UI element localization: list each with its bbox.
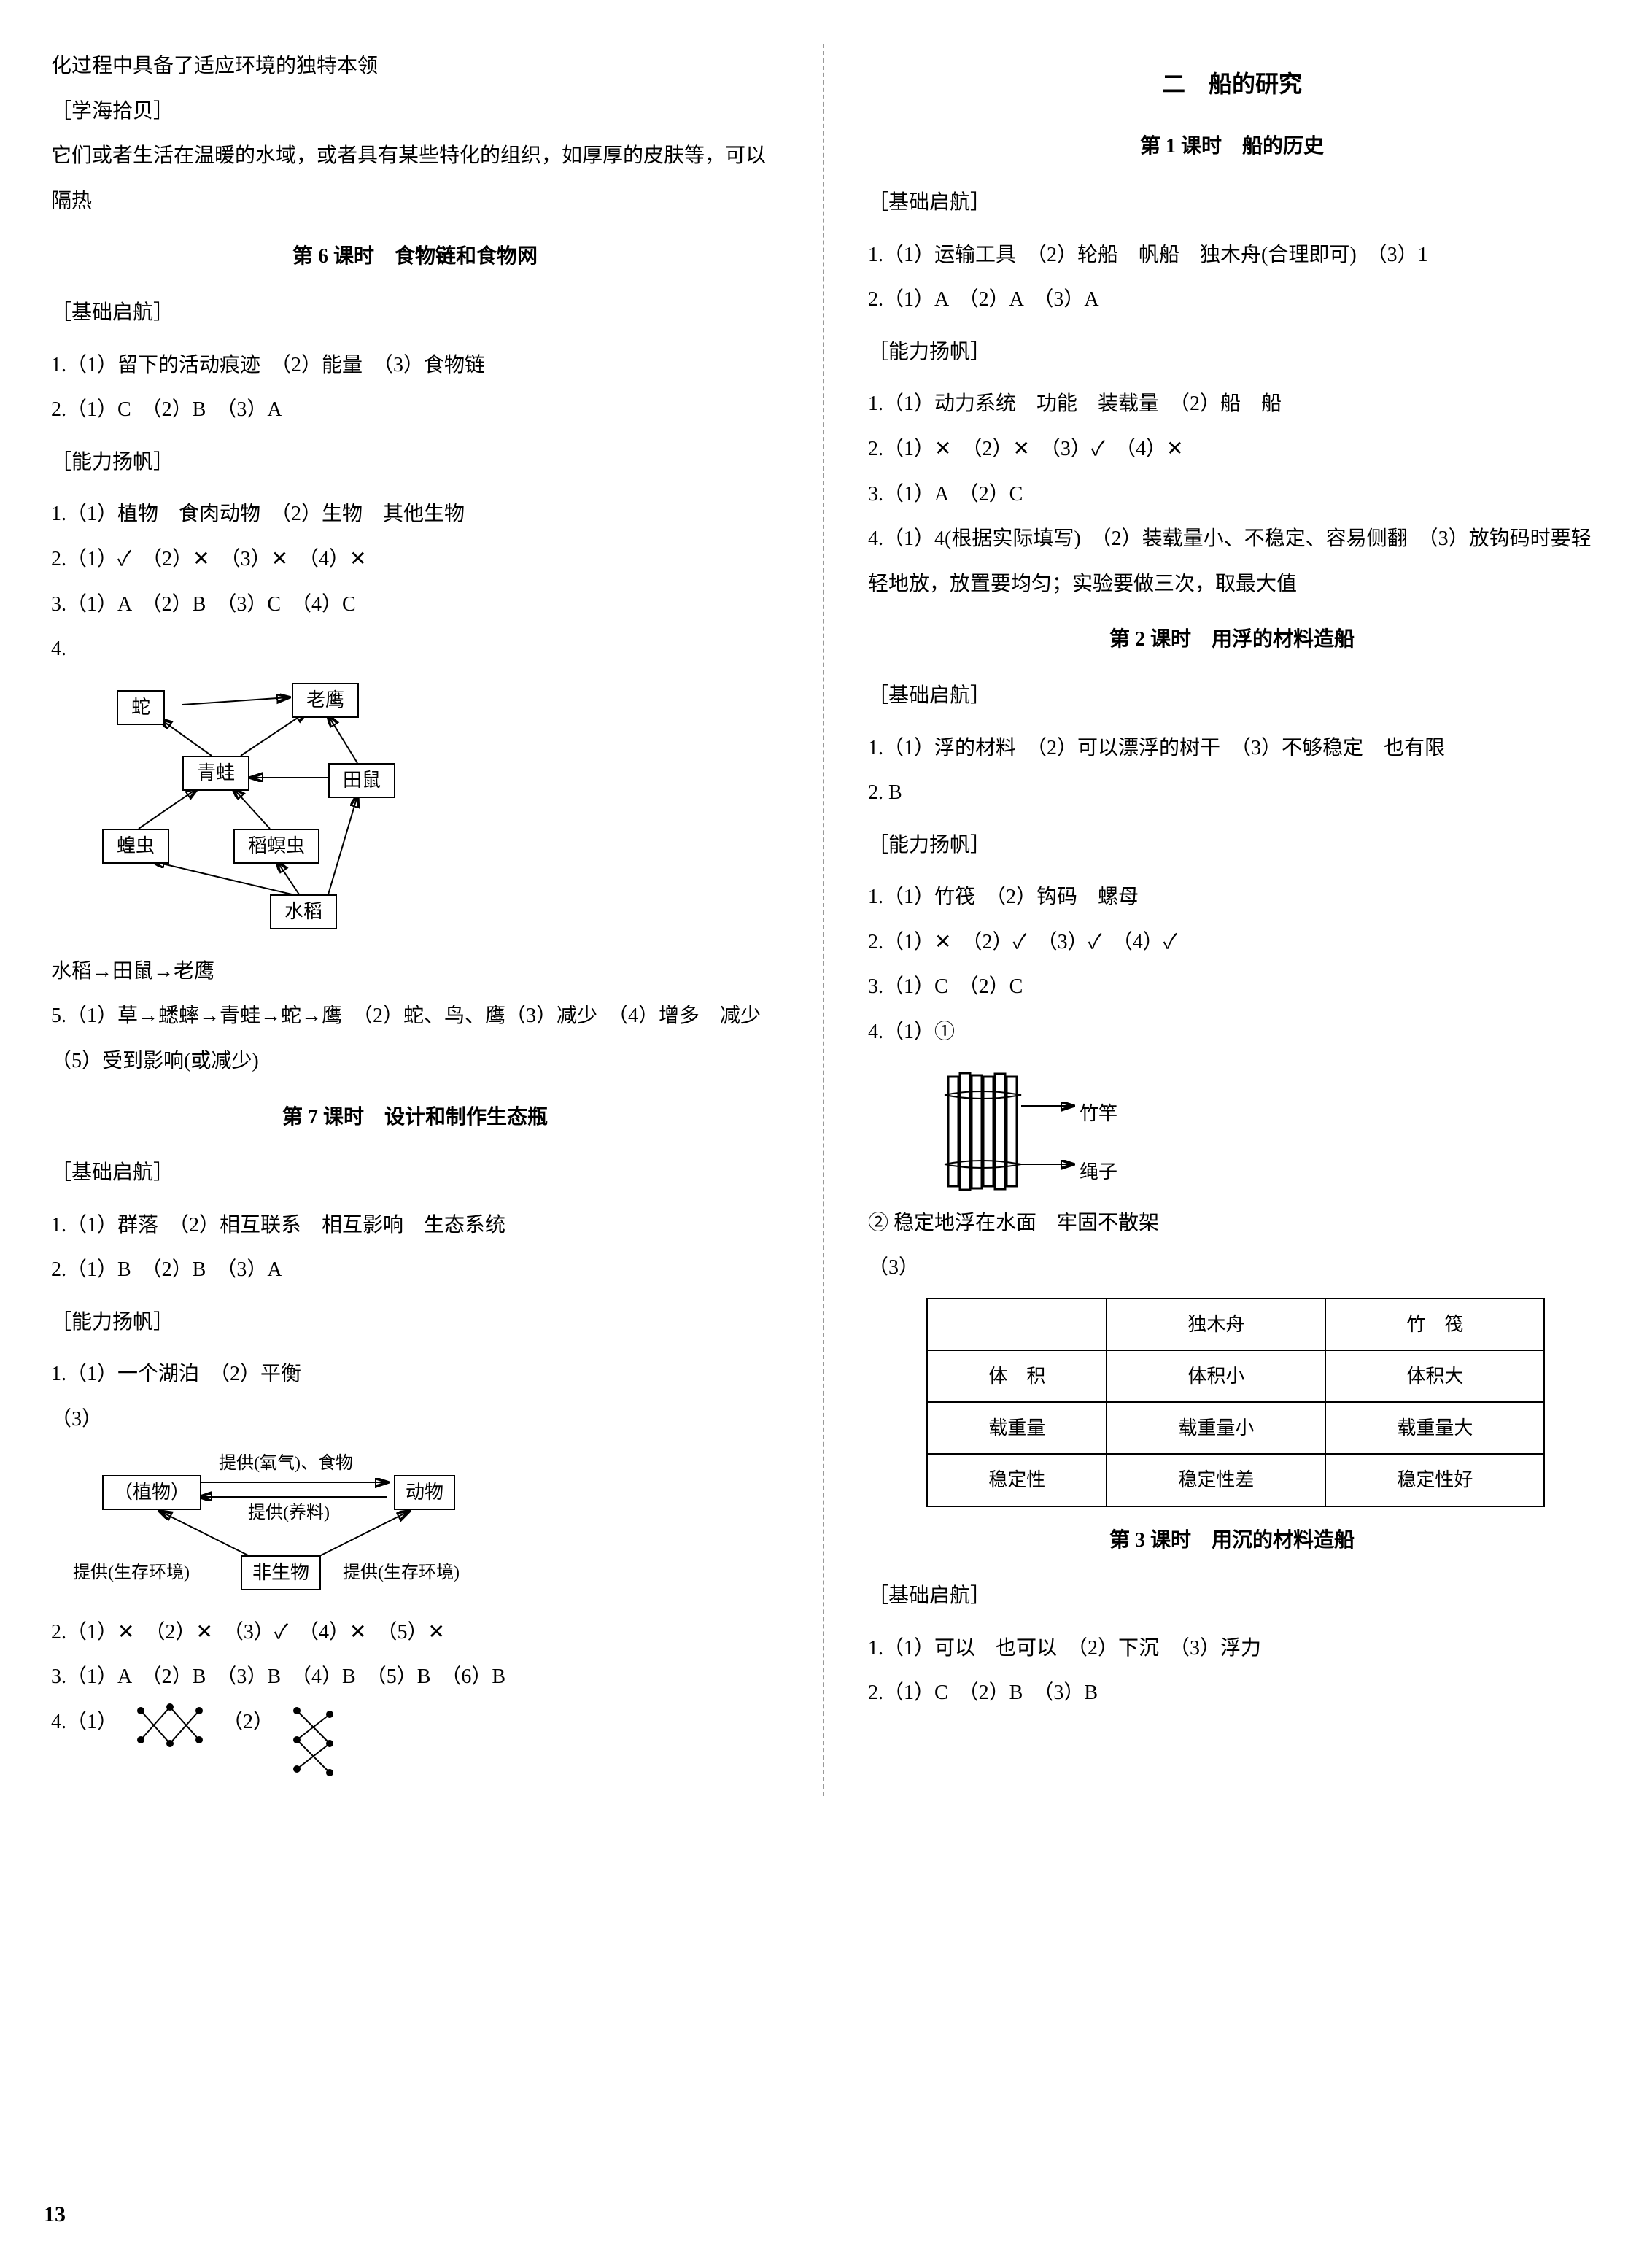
jichu3-bracket: ［基础启航］ [868, 1574, 1596, 1619]
lesson6-title: 第 6 课时 食物链和食物网 [51, 234, 779, 279]
lesson6-n2: 2.（1）✓ （2）✕ （3）✕ （4）✕ [51, 537, 779, 582]
eco-nonliving: 非生物 [241, 1555, 321, 1590]
lesson2-q2: 2. B [868, 770, 1596, 816]
lesson6-q1: 1.（1）留下的活动痕迹 （2）能量 （3）食物链 [51, 343, 779, 388]
lesson2-n4-3: （3） [868, 1256, 919, 1279]
lesson1-n4: 4.（1）4(根据实际填写) （2）装载量小、不稳定、容易侧翻 （3）放钩码时要… [868, 516, 1596, 606]
eco-animal: 动物 [394, 1475, 455, 1510]
nengli1-bracket: ［能力扬帆］ [868, 330, 1596, 375]
lesson1-q1: 1.（1）运输工具 （2）轮船 帆船 独木舟(合理即可) （3）1 [868, 233, 1596, 278]
r1c3: 体积大 [1325, 1350, 1544, 1402]
lesson6-n4: 4. [51, 627, 779, 672]
intro-text-3: 它们或者生活在温暖的水域，或者具有某些特化的组织，如厚厚的皮肤等，可以隔热 [51, 133, 779, 223]
dots-diagram-1 [130, 1700, 210, 1768]
lesson7-n1: 1.（1）一个湖泊 （2）平衡 [51, 1352, 779, 1397]
r2c1: 载重量 [927, 1402, 1107, 1454]
eco-plant: （植物） [102, 1475, 201, 1510]
node-eagle: 老鹰 [292, 683, 359, 718]
lesson2-n4-2: ② 稳定地浮在水面 牢固不散架 [868, 1201, 1596, 1246]
lesson7-n2: 2.（1）✕ （2）✕ （3）✓ （4）✕ （5）✕ [51, 1610, 779, 1655]
node-rice: 水稻 [270, 894, 337, 929]
lesson2-n4: 4.（1）① [868, 1010, 1596, 1055]
food-web-diagram: 蛇 老鹰 青蛙 田鼠 蝗虫 稻螟虫 水稻 [88, 683, 452, 938]
raft-bamboo-label: 竹竿 [1080, 1093, 1117, 1134]
unit-title: 二 船的研究 [868, 58, 1596, 109]
r3c1: 稳定性 [927, 1454, 1107, 1506]
lesson2-n3: 3.（1）C （2）C [868, 964, 1596, 1010]
node-fieldmouse: 田鼠 [328, 763, 395, 798]
right-column: 二 船的研究 第 1 课时 船的历史 ［基础启航］ 1.（1）运输工具 （2）轮… [868, 44, 1596, 1796]
r2c3: 载重量大 [1325, 1402, 1544, 1454]
n4-label: 4.（1） [51, 1711, 117, 1733]
lesson2-q1: 1.（1）浮的材料 （2）可以漂浮的树干 （3）不够稳定 也有限 [868, 726, 1596, 771]
lesson2-title: 第 2 课时 用浮的材料造船 [868, 617, 1596, 662]
lesson7-q2: 2.（1）B （2）B （3）A [51, 1247, 779, 1293]
lesson7-n4: 4.（1） （2） [51, 1700, 779, 1797]
food-chain-text: 水稻→田鼠→老鹰 [51, 949, 779, 994]
lesson1-q2: 2.（1）A （2）A （3）A [868, 277, 1596, 322]
r3c2: 稳定性差 [1107, 1454, 1325, 1506]
node-frog: 青蛙 [182, 756, 249, 791]
jichu7-bracket: ［基础启航］ [51, 1150, 779, 1196]
node-locust: 蝗虫 [102, 829, 169, 864]
jichu-bracket: ［基础启航］ [51, 290, 779, 336]
node-riceworm: 稻螟虫 [233, 829, 319, 864]
lesson7-n1-3: （3） [51, 1408, 102, 1431]
eco-label3: 提供(生存环境) [73, 1563, 190, 1584]
lesson7-q1: 1.（1）群落 （2）相互联系 相互影响 生态系统 [51, 1203, 779, 1248]
lesson1-n1: 1.（1）动力系统 功能 装载量 （2）船 船 [868, 382, 1596, 427]
r3c3: 稳定性好 [1325, 1454, 1544, 1506]
sea-pickup-bracket: ［学海拾贝］ [51, 89, 779, 134]
th-canoe: 独木舟 [1107, 1299, 1325, 1350]
eco-label1: 提供(氧气)、食物 [219, 1453, 353, 1474]
left-column: 化过程中具备了适应环境的独特本领 ［学海拾贝］ 它们或者生活在温暖的水域，或者具… [51, 44, 779, 1796]
r2c2: 载重量小 [1107, 1402, 1325, 1454]
dots-diagram-2 [286, 1700, 344, 1797]
comparison-table: 独木舟 竹 筏 体 积 体积小 体积大 载重量 载重量小 载重量大 稳定性 稳定… [926, 1298, 1545, 1507]
lesson3-q1: 1.（1）可以 也可以 （2）下沉 （3）浮力 [868, 1626, 1596, 1671]
lesson1-n3: 3.（1）A （2）C [868, 472, 1596, 517]
n4-2-label: （2） [222, 1711, 274, 1733]
lesson6-q2: 2.（1）C （2）B （3）A [51, 387, 779, 433]
lesson1-title: 第 1 课时 船的历史 [868, 124, 1596, 169]
eco-label2: 提供(养料) [248, 1503, 330, 1524]
column-divider [823, 44, 824, 1796]
th-raft: 竹 筏 [1325, 1299, 1544, 1350]
nengli-bracket: ［能力扬帆］ [51, 440, 779, 485]
eco-label4: 提供(生存环境) [343, 1563, 460, 1584]
raft-rope-label: 绳子 [1080, 1151, 1117, 1193]
th-blank [927, 1299, 1107, 1350]
lesson6-n3: 3.（1）A （2）B （3）C （4）C [51, 582, 779, 627]
lesson1-n2: 2.（1）✕ （2）✕ （3）✓ （4）✕ [868, 427, 1596, 472]
raft-diagram: 竹竿 绳子 [941, 1055, 1218, 1201]
nengli2-bracket: ［能力扬帆］ [868, 823, 1596, 868]
lesson6-n1: 1.（1）植物 食肉动物 （2）生物 其他生物 [51, 492, 779, 537]
lesson2-n1: 1.（1）竹筏 （2）钩码 螺母 [868, 875, 1596, 920]
jichu1-bracket: ［基础启航］ [868, 180, 1596, 225]
intro-text: 化过程中具备了适应环境的独特本领 [51, 44, 779, 89]
lesson7-n3: 3.（1）A （2）B （3）B （4）B （5）B （6）B [51, 1654, 779, 1700]
r1c1: 体 积 [927, 1350, 1107, 1402]
page-number: 13 [44, 2191, 66, 2239]
lesson3-title: 第 3 课时 用沉的材料造船 [868, 1518, 1596, 1563]
ecosystem-diagram: （植物） 动物 非生物 提供(氧气)、食物 提供(养料) 提供(生存环境) 提供… [73, 1453, 525, 1599]
lesson6-n5: 5.（1）草→蟋蟀→青蛙→蛇→鹰 （2）蛇、鸟、鹰（3）减少 （4）增多 减少 … [51, 994, 779, 1083]
node-snake: 蛇 [117, 690, 165, 725]
lesson7-title: 第 7 课时 设计和制作生态瓶 [51, 1095, 779, 1140]
lesson3-q2: 2.（1）C （2）B （3）B [868, 1671, 1596, 1716]
nengli7-bracket: ［能力扬帆］ [51, 1300, 779, 1345]
r1c2: 体积小 [1107, 1350, 1325, 1402]
jichu2-bracket: ［基础启航］ [868, 673, 1596, 719]
lesson2-n2: 2.（1）✕ （2）✓ （3）✓ （4）✓ [868, 920, 1596, 965]
